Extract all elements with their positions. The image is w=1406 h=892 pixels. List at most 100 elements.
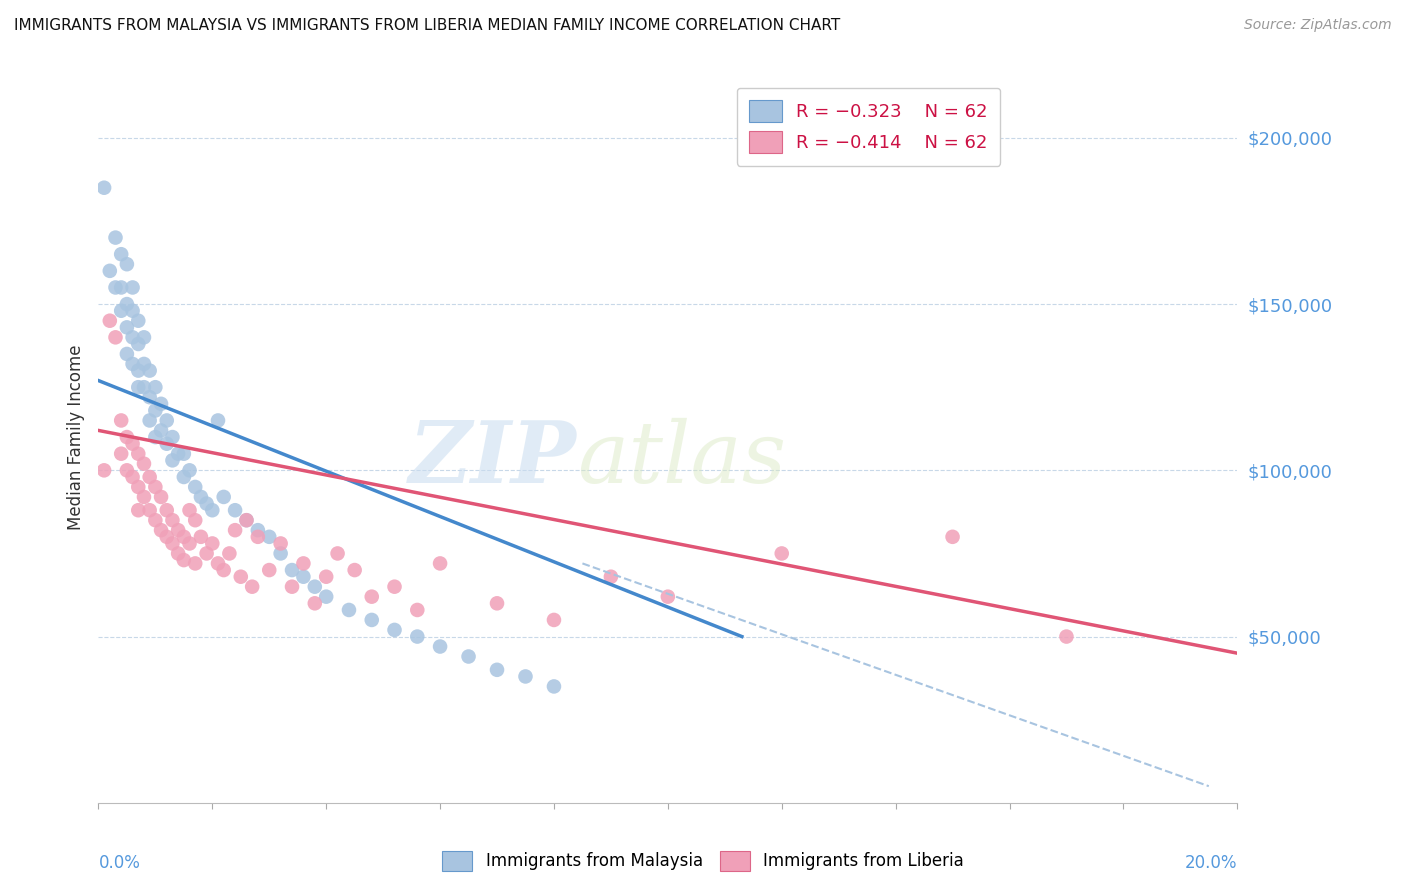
Point xyxy=(315,590,337,604)
Point xyxy=(360,590,382,604)
Point xyxy=(406,630,429,644)
Point xyxy=(145,480,167,494)
Point xyxy=(162,513,184,527)
Point xyxy=(486,596,509,610)
Point xyxy=(406,603,429,617)
Point xyxy=(132,457,155,471)
Point xyxy=(1056,630,1078,644)
Point xyxy=(150,523,173,537)
Point xyxy=(121,303,143,318)
Point xyxy=(173,470,195,484)
Point xyxy=(150,397,173,411)
Point xyxy=(281,563,304,577)
Point xyxy=(145,513,167,527)
Legend: R = −0.323    N = 62, R = −0.414    N = 62: R = −0.323 N = 62, R = −0.414 N = 62 xyxy=(737,87,1001,166)
Point xyxy=(195,546,218,560)
Point xyxy=(127,337,149,351)
Point xyxy=(201,503,224,517)
Point xyxy=(110,303,132,318)
Point xyxy=(384,623,406,637)
Point xyxy=(337,603,360,617)
Point xyxy=(127,380,149,394)
Point xyxy=(770,546,793,560)
Point xyxy=(184,480,207,494)
Point xyxy=(360,613,382,627)
Point xyxy=(384,580,406,594)
Point xyxy=(224,503,246,517)
Point xyxy=(292,557,315,571)
Point xyxy=(218,546,240,560)
Point xyxy=(156,413,179,427)
Point xyxy=(127,363,149,377)
Point xyxy=(167,447,190,461)
Point xyxy=(145,403,167,417)
Point xyxy=(229,570,252,584)
Point xyxy=(179,503,201,517)
Point xyxy=(429,640,451,654)
Point xyxy=(543,613,565,627)
Point xyxy=(138,413,160,427)
Point xyxy=(121,470,143,484)
Text: 20.0%: 20.0% xyxy=(1185,854,1237,872)
Point xyxy=(281,580,304,594)
Point xyxy=(270,546,292,560)
Point xyxy=(115,297,138,311)
Point xyxy=(184,557,207,571)
Point xyxy=(167,523,190,537)
Point xyxy=(132,490,155,504)
Point xyxy=(156,503,179,517)
Point xyxy=(173,553,195,567)
Point xyxy=(127,480,149,494)
Point xyxy=(127,314,149,328)
Point xyxy=(145,380,167,394)
Point xyxy=(156,436,179,450)
Point xyxy=(600,570,623,584)
Point xyxy=(259,530,281,544)
Point xyxy=(121,280,143,294)
Point xyxy=(121,436,143,450)
Point xyxy=(326,546,349,560)
Point xyxy=(162,453,184,467)
Point xyxy=(543,680,565,694)
Point xyxy=(212,563,235,577)
Text: IMMIGRANTS FROM MALAYSIA VS IMMIGRANTS FROM LIBERIA MEDIAN FAMILY INCOME CORRELA: IMMIGRANTS FROM MALAYSIA VS IMMIGRANTS F… xyxy=(14,18,841,33)
Point xyxy=(201,536,224,550)
Point xyxy=(246,523,269,537)
Point xyxy=(304,580,326,594)
Point xyxy=(127,503,149,517)
Point xyxy=(179,463,201,477)
Point xyxy=(110,280,132,294)
Point xyxy=(98,314,121,328)
Point xyxy=(132,330,155,344)
Text: 0.0%: 0.0% xyxy=(98,854,141,872)
Point xyxy=(457,649,479,664)
Point xyxy=(515,669,537,683)
Point xyxy=(115,320,138,334)
Point xyxy=(173,530,195,544)
Point xyxy=(235,513,257,527)
Point xyxy=(138,503,160,517)
Point xyxy=(150,490,173,504)
Point xyxy=(195,497,218,511)
Point xyxy=(246,530,269,544)
Point xyxy=(343,563,366,577)
Point xyxy=(212,490,235,504)
Point xyxy=(115,347,138,361)
Legend: Immigrants from Malaysia, Immigrants from Liberia: Immigrants from Malaysia, Immigrants fro… xyxy=(434,842,972,880)
Point xyxy=(240,580,263,594)
Point xyxy=(162,430,184,444)
Point xyxy=(207,413,229,427)
Point xyxy=(429,557,451,571)
Point xyxy=(270,536,292,550)
Point xyxy=(138,470,160,484)
Point xyxy=(104,230,127,244)
Point xyxy=(115,430,138,444)
Point xyxy=(121,357,143,371)
Point xyxy=(190,490,212,504)
Point xyxy=(115,463,138,477)
Point xyxy=(145,430,167,444)
Point xyxy=(657,590,679,604)
Point xyxy=(127,447,149,461)
Point xyxy=(259,563,281,577)
Point xyxy=(304,596,326,610)
